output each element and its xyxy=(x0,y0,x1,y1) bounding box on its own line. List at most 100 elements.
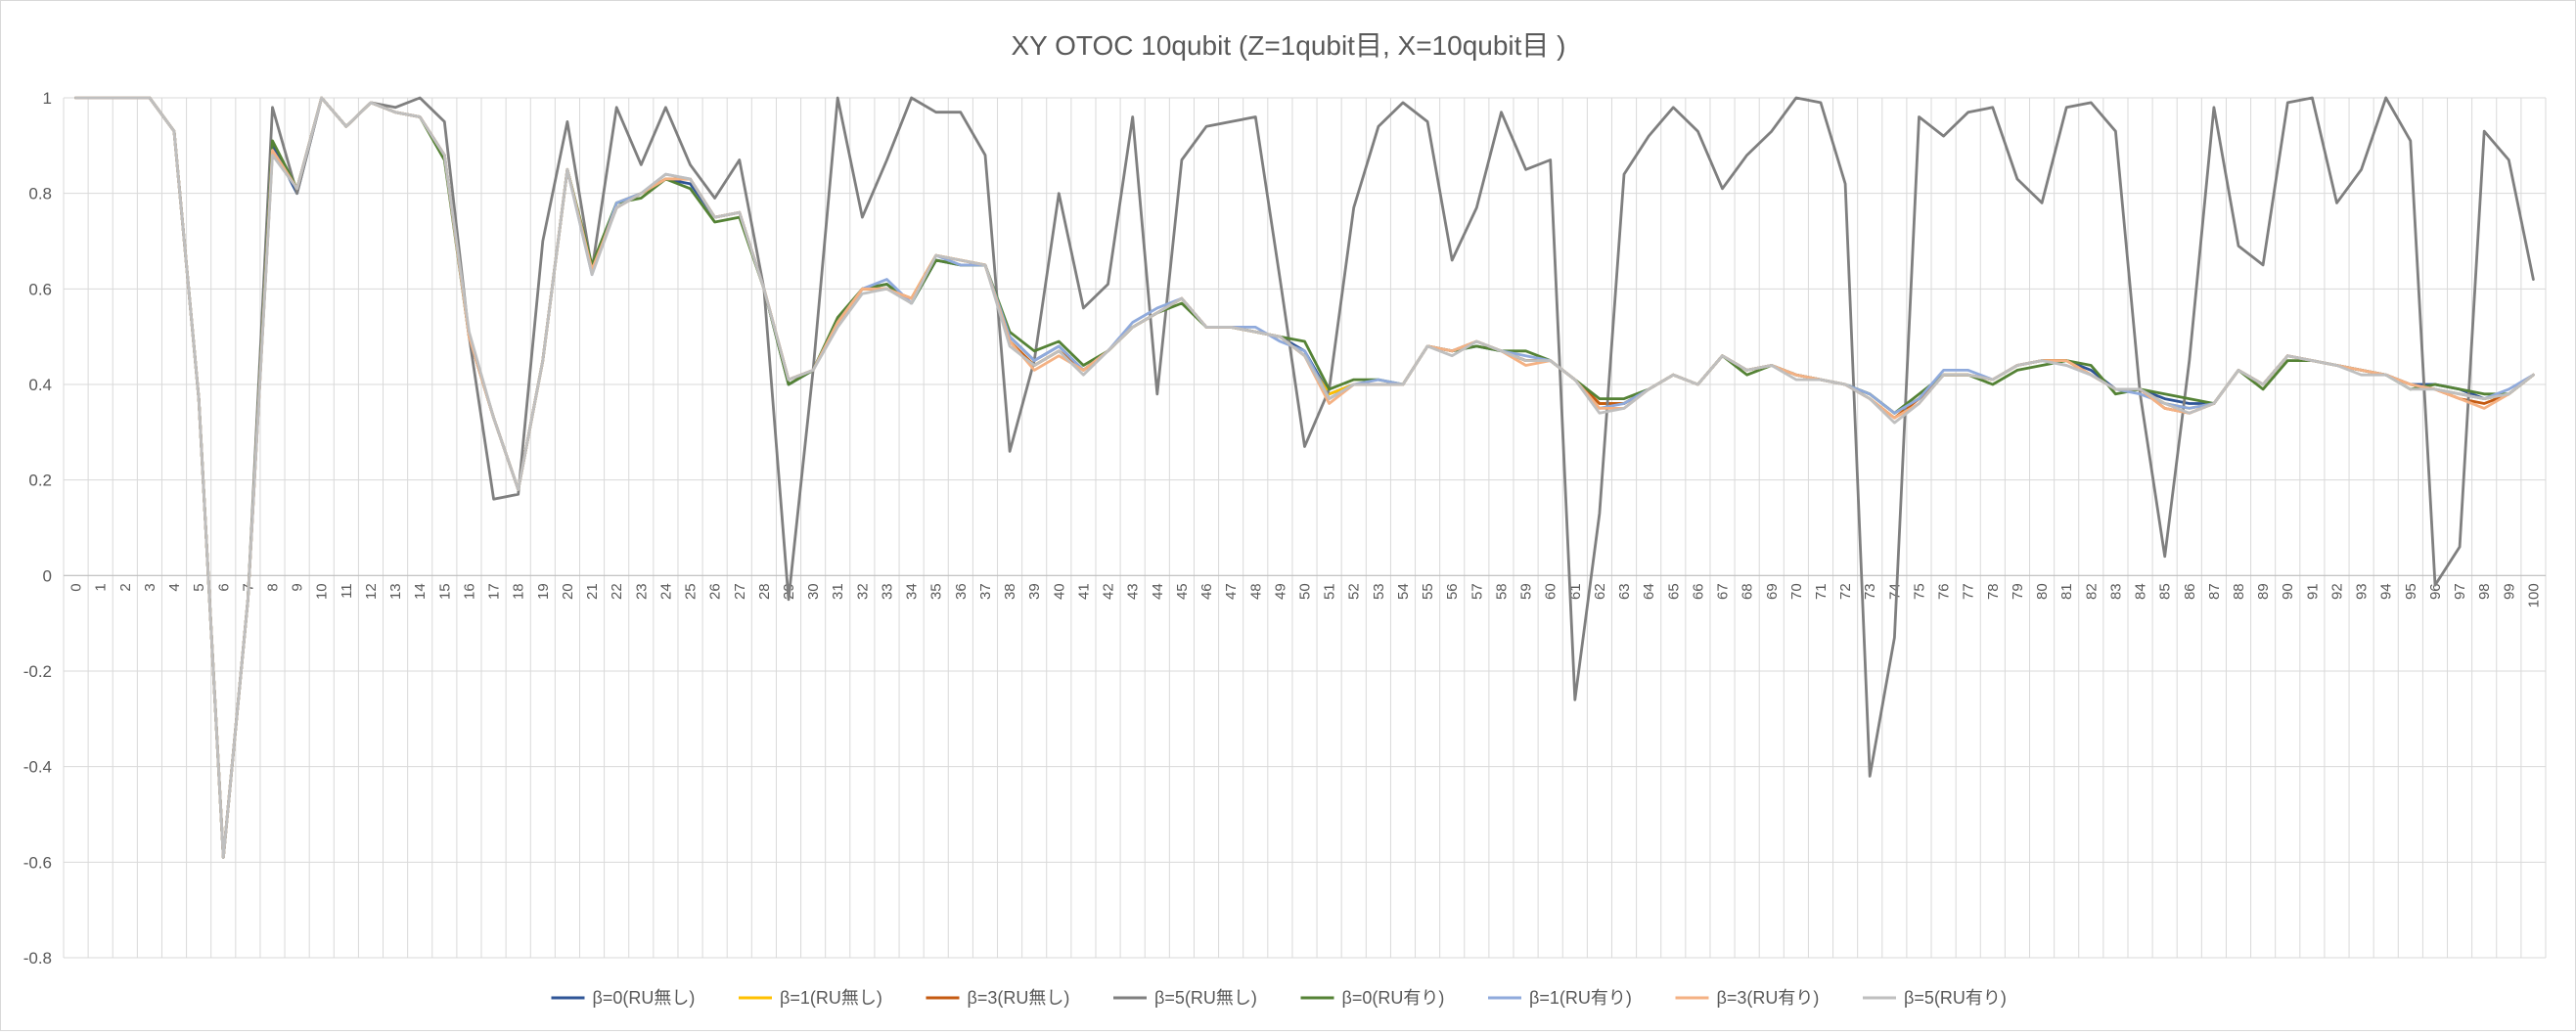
x-tick-label: 66 xyxy=(1690,583,1706,600)
y-tick-label: -0.6 xyxy=(23,853,52,872)
x-tick-label: 58 xyxy=(1493,583,1510,600)
x-tick-label: 10 xyxy=(314,583,331,600)
series-line-6 xyxy=(74,96,2535,859)
x-tick-label: 31 xyxy=(830,583,846,600)
x-tick-label: 27 xyxy=(732,583,748,600)
x-tick-label: 72 xyxy=(1837,583,1854,600)
x-tick-label: 90 xyxy=(2280,583,2296,600)
x-tick-label: 97 xyxy=(2452,583,2468,600)
x-tick-label: 22 xyxy=(609,583,625,600)
x-tick-label: 99 xyxy=(2501,583,2517,600)
gridlines xyxy=(63,97,2547,959)
x-tick-label: 67 xyxy=(1715,583,1732,600)
x-tick-label: 48 xyxy=(1247,583,1264,600)
x-tick-label: 37 xyxy=(977,583,994,600)
x-tick-label: 82 xyxy=(2083,583,2100,600)
x-tick-label: 74 xyxy=(1886,583,1903,600)
x-tick-label: 62 xyxy=(1592,583,1608,600)
axes: 10.80.60.40.20-0.2-0.4-0.6-0.80 1 2 3 4 5 6 7 8 9… xyxy=(23,89,2546,968)
x-tick-label: 17 xyxy=(486,583,503,600)
x-tick-label: 54 xyxy=(1395,583,1412,600)
x-tick-label: 46 xyxy=(1198,583,1215,600)
legend: β=0(RU無し) β=1(RU無し) β=3(RU無し) β=5(RU無し) β=0(… xyxy=(551,988,2007,1008)
series-line-7 xyxy=(74,96,2535,859)
series-line-3 xyxy=(74,96,2535,859)
x-tick-label: 88 xyxy=(2231,583,2247,600)
x-tick-label: 2 xyxy=(117,583,134,591)
legend-label-6: β=3(RU有り) xyxy=(1717,988,1820,1008)
x-tick-label: 63 xyxy=(1616,583,1633,600)
x-tick-label: 18 xyxy=(511,583,527,600)
x-tick-label: 76 xyxy=(1936,583,1953,600)
x-tick-label: 6 xyxy=(215,583,232,591)
legend-label-7: β=5(RU有り) xyxy=(1904,988,2007,1008)
x-tick-label: 1 xyxy=(93,583,110,591)
x-tick-label: 80 xyxy=(2034,583,2051,600)
x-tick-label: 56 xyxy=(1444,583,1461,600)
x-tick-label: 44 xyxy=(1150,583,1166,600)
legend-label-5: β=1(RU有り) xyxy=(1529,988,1632,1008)
series-line-2 xyxy=(74,96,2535,859)
legend-label-4: β=0(RU有り) xyxy=(1342,988,1445,1008)
legend-label-1: β=1(RU無し) xyxy=(780,988,882,1008)
x-tick-label: 52 xyxy=(1346,583,1363,600)
x-tick-label: 98 xyxy=(2476,583,2493,600)
x-tick-label: 83 xyxy=(2107,583,2124,600)
x-tick-label: 75 xyxy=(1911,583,1927,600)
y-tick-label: -0.4 xyxy=(23,758,52,777)
x-tick-label: 9 xyxy=(290,583,306,591)
x-tick-label: 57 xyxy=(1469,583,1485,600)
x-tick-label: 49 xyxy=(1272,583,1288,600)
y-tick-label: 0 xyxy=(43,566,52,585)
x-tick-label: 26 xyxy=(707,583,724,600)
x-tick-label: 93 xyxy=(2354,583,2371,600)
legend-label-2: β=3(RU無し) xyxy=(968,988,1070,1008)
x-tick-label: 41 xyxy=(1075,583,1092,600)
x-tick-label: 59 xyxy=(1518,583,1535,600)
x-tick-label: 73 xyxy=(1862,583,1878,600)
x-tick-label: 36 xyxy=(953,583,970,600)
legend-label-0: β=0(RU無し) xyxy=(593,988,696,1008)
x-tick-label: 91 xyxy=(2304,583,2321,600)
x-tick-label: 25 xyxy=(683,583,700,600)
x-tick-label: 11 xyxy=(339,583,355,599)
x-tick-label: 45 xyxy=(1174,583,1191,600)
y-tick-label: 0.2 xyxy=(28,472,52,490)
x-tick-label: 13 xyxy=(387,583,404,600)
x-tick-label: 79 xyxy=(2010,583,2026,600)
x-tick-label: 50 xyxy=(1297,583,1314,600)
x-tick-label: 86 xyxy=(2182,583,2198,600)
x-tick-label: 68 xyxy=(1740,583,1756,600)
x-tick-label: 5 xyxy=(191,583,207,591)
y-tick-label: 0.6 xyxy=(28,280,52,298)
x-tick-label: 84 xyxy=(2133,583,2149,600)
x-tick-label: 0 xyxy=(68,583,85,591)
x-tick-label: 23 xyxy=(633,583,650,600)
legend-label-3: β=5(RU無し) xyxy=(1154,988,1257,1008)
y-tick-label: -0.2 xyxy=(23,662,52,681)
x-tick-label: 77 xyxy=(1961,583,1977,600)
series-line-1 xyxy=(74,96,2535,859)
x-tick-label: 85 xyxy=(2157,583,2174,600)
x-tick-label: 35 xyxy=(928,583,945,600)
x-tick-label: 8 xyxy=(265,583,282,591)
x-tick-label: 38 xyxy=(1002,583,1018,600)
x-tick-label: 89 xyxy=(2255,583,2272,600)
x-tick-label: 33 xyxy=(879,583,895,600)
y-tick-label: 1 xyxy=(43,89,52,108)
x-tick-label: 51 xyxy=(1322,583,1338,600)
x-tick-label: 78 xyxy=(1985,583,2002,600)
x-tick-label: 34 xyxy=(904,583,921,600)
x-tick-label: 43 xyxy=(1125,583,1142,600)
x-tick-label: 60 xyxy=(1543,583,1559,600)
x-tick-label: 30 xyxy=(805,583,822,600)
y-tick-label: -0.8 xyxy=(23,949,52,968)
x-tick-label: 42 xyxy=(1101,583,1117,600)
x-tick-label: 40 xyxy=(1051,583,1067,600)
series-line-5 xyxy=(74,96,2535,859)
x-tick-label: 24 xyxy=(657,583,674,600)
x-tick-label: 21 xyxy=(584,583,601,600)
y-tick-label: 0.4 xyxy=(28,376,52,394)
x-tick-label: 15 xyxy=(436,583,453,600)
